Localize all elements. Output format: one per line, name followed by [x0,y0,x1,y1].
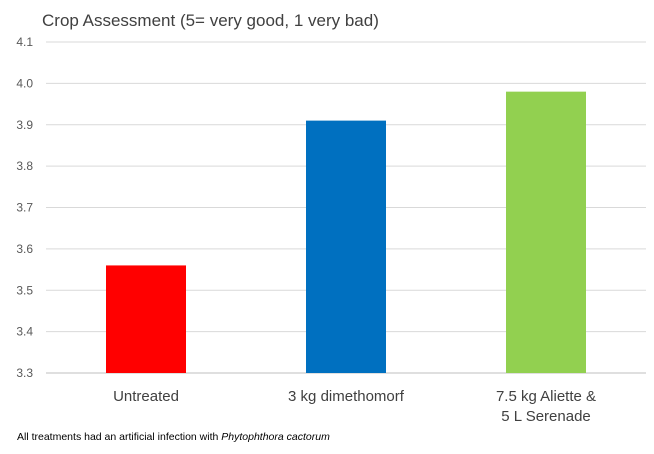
y-tick-label: 3.7 [16,201,33,215]
y-tick-label: 3.6 [16,242,33,256]
bar [306,120,386,373]
bar [106,265,186,373]
x-tick-label: Untreated [113,388,179,405]
y-tick-label: 3.9 [16,118,33,132]
footnote-species: Phytophthora cactorum [221,431,330,443]
y-tick-label: 3.3 [16,366,33,380]
x-tick-label: 3 kg dimethomorf [288,388,405,405]
y-tick-label: 3.8 [16,159,33,173]
chart-title: Crop Assessment (5= very good, 1 very ba… [42,11,379,30]
footnote: All treatments had an artificial infecti… [17,431,330,443]
y-tick-label: 3.4 [16,325,33,339]
bar [506,91,586,374]
x-tick-label: 7.5 kg Aliette & [496,388,596,405]
x-tick-label: 5 L Serenade [501,408,591,425]
y-tick-label: 3.5 [16,283,33,297]
y-tick-label: 4.0 [16,76,33,90]
y-tick-label: 4.1 [16,35,33,49]
footnote-text: All treatments had an artificial infecti… [17,431,222,443]
